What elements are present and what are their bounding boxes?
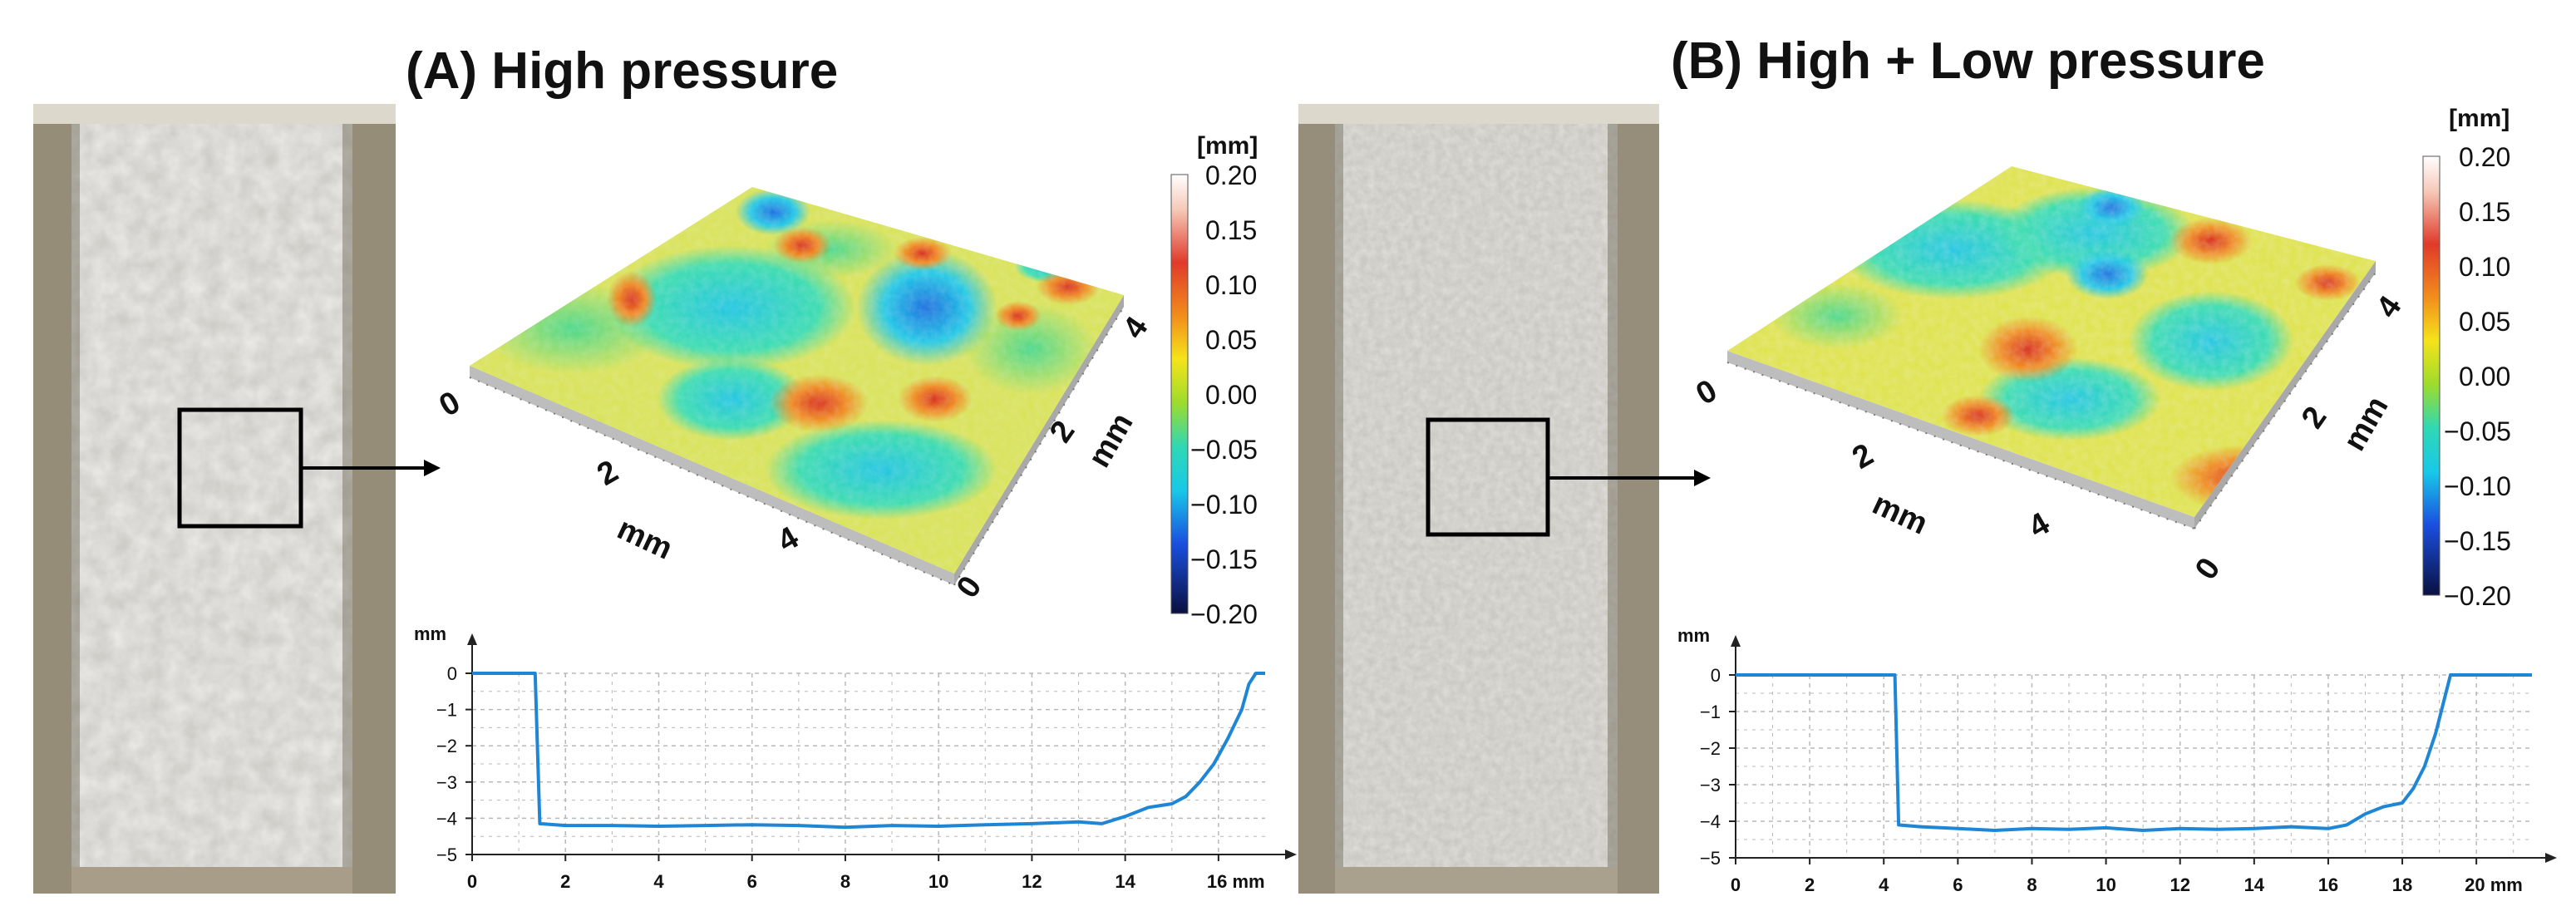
x-tick-label: 16 — [2318, 874, 2338, 895]
y-axis-arrow-icon — [467, 633, 477, 645]
a-surface-y-tick-2: 2 — [1043, 415, 1082, 449]
a-surface-y-label: mm — [1081, 407, 1140, 474]
a-cbar-tick: −0.10 — [1190, 490, 1258, 520]
x-tick-label: 10 — [928, 871, 948, 892]
a-cbar-tick: 0.00 — [1205, 380, 1257, 410]
b-cbar-tick: −0.05 — [2444, 416, 2511, 446]
panel-a-colorbar: [mm] 0.20 0.15 0.10 0.05 0.00 −0.05 −0.1… — [1170, 132, 1258, 629]
b-cbar-tick: 0.00 — [2459, 362, 2510, 392]
y-axis-label: mm — [414, 623, 446, 644]
x-tick-label: 12 — [2170, 874, 2189, 895]
x-tick-label: 8 — [840, 871, 850, 892]
y-axis-label: mm — [1677, 625, 1710, 646]
a-surface-x-tick-0: 0 — [434, 385, 466, 424]
a-cbar-tick: −0.20 — [1190, 599, 1258, 629]
b-cbar-tick: 0.10 — [2459, 252, 2510, 282]
a-surface-x-tick-2: 2 — [592, 454, 624, 493]
a-surface-y-tick-4: 4 — [1116, 311, 1155, 345]
x-tick-label: 4 — [1879, 874, 1889, 895]
x-tick-label: 8 — [2027, 874, 2037, 895]
panel-b-photo — [1298, 104, 1711, 894]
y-tick-label: −2 — [436, 736, 457, 756]
x-tick-label: 2 — [560, 871, 570, 892]
x-tick-label: 16 mm — [1207, 871, 1265, 892]
y-tick-label: −4 — [436, 808, 457, 829]
panel-b-colorbar: [mm] 0.20 0.15 0.10 0.05 0.00 −0.05 −0.1… — [2422, 105, 2511, 611]
x-tick-label: 2 — [1805, 874, 1815, 895]
b-surface-x-tick-4: 4 — [2023, 506, 2056, 545]
panel-b-title: (B) High + Low pressure — [1671, 32, 2265, 90]
a-colorbar-unit: [mm] — [1197, 132, 1258, 160]
y-tick-label: −2 — [1700, 738, 1721, 759]
b-cbar-tick: 0.15 — [2459, 197, 2510, 227]
a-surface-x-label: mm — [612, 511, 677, 567]
arrow-b-icon — [1694, 470, 1711, 486]
a-cbar-tick: −0.05 — [1190, 435, 1258, 465]
b-surface-x-label: mm — [1867, 486, 1933, 542]
arrow-a-icon — [424, 460, 441, 476]
a-cbar-tick: 0.20 — [1205, 160, 1257, 190]
b-surface-y-tick-0: 0 — [2189, 552, 2228, 586]
y-tick-label: 0 — [447, 663, 457, 684]
b-cbar-tick: −0.10 — [2444, 471, 2511, 501]
x-tick-label: 0 — [467, 871, 477, 892]
y-tick-label: 0 — [1711, 665, 1721, 686]
x-axis-arrow-icon — [1285, 850, 1297, 859]
y-tick-label: −4 — [1700, 811, 1721, 832]
panel-b-surface — [1726, 166, 2377, 529]
b-surface-y-label: mm — [2337, 391, 2395, 457]
a-cbar-tick: 0.05 — [1205, 325, 1257, 355]
x-axis-arrow-icon — [2545, 853, 2557, 863]
y-tick-label: −5 — [1700, 848, 1721, 869]
panel-a-surface — [469, 187, 1125, 586]
b-surface-y-tick-2: 2 — [2295, 401, 2334, 435]
y-tick-label: −1 — [436, 700, 457, 721]
panel-a-title: (A) High pressure — [406, 42, 839, 100]
b-cbar-tick: −0.20 — [2444, 581, 2511, 611]
y-tick-label: −3 — [436, 772, 457, 793]
b-surface-y-tick-4: 4 — [2370, 290, 2409, 324]
a-cbar-tick: 0.10 — [1205, 270, 1257, 300]
x-tick-label: 0 — [1731, 874, 1741, 895]
profile-chart-a: 0 2 4 6 8 10 12 14 16 mm 0 −1 −2 −3 −4 −5 mm — [414, 623, 1297, 892]
x-tick-label: 6 — [1953, 874, 1963, 895]
x-tick-label: 10 — [2096, 874, 2115, 895]
b-surface-x-tick-2: 2 — [1847, 437, 1879, 476]
b-surface-x-tick-0: 0 — [1691, 373, 1723, 412]
x-tick-label: 14 — [2244, 874, 2265, 895]
x-tick-label: 4 — [653, 871, 664, 892]
y-tick-label: −5 — [436, 845, 457, 865]
b-cbar-tick: −0.15 — [2444, 526, 2511, 556]
y-tick-label: −1 — [1700, 702, 1721, 722]
x-tick-label: 12 — [1022, 871, 1042, 892]
y-tick-label: −3 — [1700, 775, 1721, 795]
x-tick-label: 6 — [747, 871, 757, 892]
x-tick-label: 20 mm — [2465, 874, 2523, 895]
x-tick-label: 14 — [1115, 871, 1135, 892]
profile-line — [1736, 673, 2532, 832]
a-cbar-tick: 0.15 — [1205, 215, 1257, 245]
b-colorbar-unit: [mm] — [2449, 105, 2510, 132]
a-surface-x-tick-4: 4 — [772, 520, 805, 559]
x-tick-label: 18 — [2392, 874, 2412, 895]
panel-a-photo — [33, 104, 441, 894]
b-cbar-tick: 0.05 — [2459, 307, 2510, 337]
b-cbar-tick: 0.20 — [2459, 142, 2510, 172]
y-axis-arrow-icon — [1731, 635, 1741, 647]
profile-line — [472, 672, 1265, 830]
profile-chart-b: 0 2 4 6 8 10 12 14 16 18 20 mm 0 −1 −2 −3 −4 −5 mm — [1677, 625, 2557, 895]
a-cbar-tick: −0.15 — [1190, 544, 1258, 574]
a-surface-y-tick-0: 0 — [950, 570, 989, 604]
